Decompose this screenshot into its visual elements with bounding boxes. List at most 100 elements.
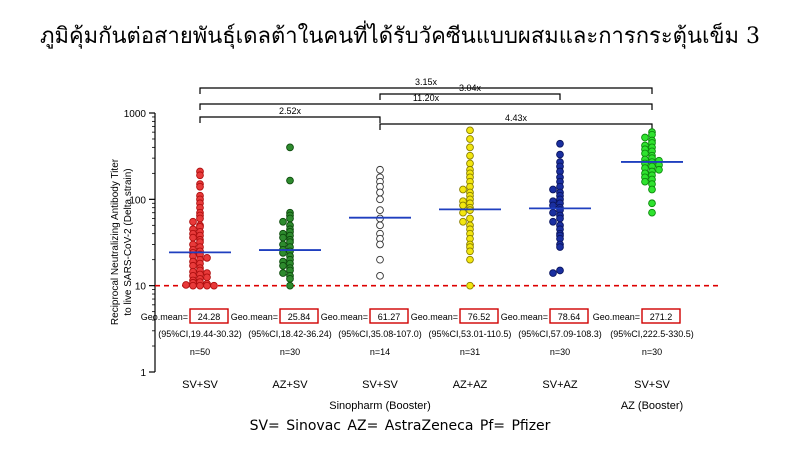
data-point <box>466 214 474 223</box>
fold-change-label: 3.04x <box>459 83 482 93</box>
sample-size: n=50 <box>190 347 210 357</box>
data-point <box>376 195 384 204</box>
geomean-label: Geo.mean= <box>141 312 188 322</box>
confidence-interval: (95%CI,57.09-108.3) <box>518 329 602 339</box>
data-point <box>459 217 467 226</box>
data-point <box>196 171 204 180</box>
geomean-label: Geo.mean= <box>321 312 368 322</box>
data-point <box>376 221 384 230</box>
sample-size: n=31 <box>460 347 480 357</box>
sample-size: n=30 <box>280 347 300 357</box>
data-point <box>466 135 474 143</box>
x-category-label: SV+SV <box>182 379 218 391</box>
geomean-value: 271.2 <box>650 312 673 322</box>
data-point <box>279 217 287 226</box>
data-point <box>648 199 656 208</box>
data-point <box>286 214 294 223</box>
data-point <box>376 165 384 174</box>
confidence-interval: (95%CI,18.42-36.24) <box>248 329 332 339</box>
data-point <box>641 133 649 142</box>
geomean-box <box>369 308 409 324</box>
comparison-bracket <box>199 87 653 94</box>
data-point <box>549 217 557 226</box>
data-point <box>279 233 287 242</box>
fold-change-label: 3.15x <box>415 77 438 87</box>
y-tick-label: 1 <box>140 368 146 379</box>
x-category-label: AZ+SV <box>272 379 308 391</box>
comparison-bracket <box>379 93 561 100</box>
confidence-interval: (95%CI,35.08-107.0) <box>338 329 422 339</box>
data-point <box>279 261 287 270</box>
fold-change-label: 4.43x <box>505 113 528 123</box>
data-point <box>286 274 294 283</box>
sample-size: n=30 <box>642 347 662 357</box>
geomean-box <box>279 308 319 324</box>
data-point <box>466 143 474 152</box>
data-point <box>376 206 384 214</box>
data-point <box>189 233 197 242</box>
geomean-value: 25.84 <box>288 312 311 322</box>
data-point <box>556 266 564 275</box>
data-point <box>196 214 204 223</box>
geomean-label: Geo.mean= <box>593 312 640 322</box>
data-point <box>466 151 474 160</box>
data-point <box>556 150 564 159</box>
x-category-label: AZ+AZ <box>453 379 488 391</box>
data-point <box>459 208 467 217</box>
comparison-bracket <box>379 123 653 130</box>
data-point <box>376 188 384 197</box>
data-point <box>549 208 557 217</box>
geomean-label: Geo.mean= <box>411 312 458 322</box>
geomean-box <box>189 308 229 324</box>
data-point <box>459 201 467 210</box>
geomean-value: 24.28 <box>198 312 221 322</box>
data-point <box>286 176 294 185</box>
geomean-value: 76.52 <box>468 312 491 322</box>
fold-change-label: 11.20x <box>413 93 440 103</box>
geomean-box <box>641 308 681 324</box>
data-point <box>648 208 656 217</box>
geomean-value: 61.27 <box>378 312 401 322</box>
y-tick-label: 100 <box>129 195 146 206</box>
confidence-interval: (95%CI,53.01-110.5) <box>429 329 512 339</box>
data-point <box>196 182 204 191</box>
data-point <box>466 247 474 256</box>
data-point <box>466 126 474 135</box>
data-point <box>286 281 294 290</box>
data-point <box>210 281 218 290</box>
y-axis-label: Reciprocal Neutralizing Antibody Titer to… <box>110 158 134 325</box>
abbreviation-legend: SV= Sinovac AZ= AstraZeneca Pf= Pfizer <box>249 418 551 434</box>
x-category-label: SV+AZ <box>542 379 577 391</box>
booster-label: Sinopharm (Booster) <box>329 400 431 412</box>
data-point <box>459 185 467 194</box>
geomean-value: 78.64 <box>558 312 581 322</box>
data-point <box>466 281 474 290</box>
y-tick-label: 1000 <box>124 109 147 120</box>
data-point <box>376 240 384 249</box>
data-point <box>196 281 204 290</box>
data-point <box>189 281 197 290</box>
x-category-label: SV+SV <box>362 379 398 391</box>
data-point <box>549 185 557 194</box>
x-category-label: SV+SV <box>634 379 670 391</box>
geomean-box <box>549 308 589 324</box>
data-point <box>279 269 287 277</box>
sample-size: n=14 <box>370 347 390 357</box>
chart-title: ภูมิคุ้มกันต่อสายพันธุ์เดลต้าในคนที่ได้ร… <box>39 24 761 49</box>
confidence-interval: (95%CI,19.44-30.32) <box>158 329 242 339</box>
data-point <box>641 177 649 186</box>
data-point <box>466 255 474 264</box>
data-point <box>549 269 557 277</box>
comparison-bracket <box>199 103 653 110</box>
data-point <box>466 159 474 168</box>
comparison-bracket <box>199 116 381 123</box>
y-tick-label: 10 <box>135 282 147 293</box>
data-point <box>189 217 197 226</box>
data-point <box>203 281 211 290</box>
data-point <box>376 271 384 280</box>
data-point <box>286 143 294 152</box>
booster-label: AZ (Booster) <box>621 400 683 412</box>
geomean-box <box>459 308 499 324</box>
confidence-interval: (95%CI,222.5-330.5) <box>610 329 694 339</box>
